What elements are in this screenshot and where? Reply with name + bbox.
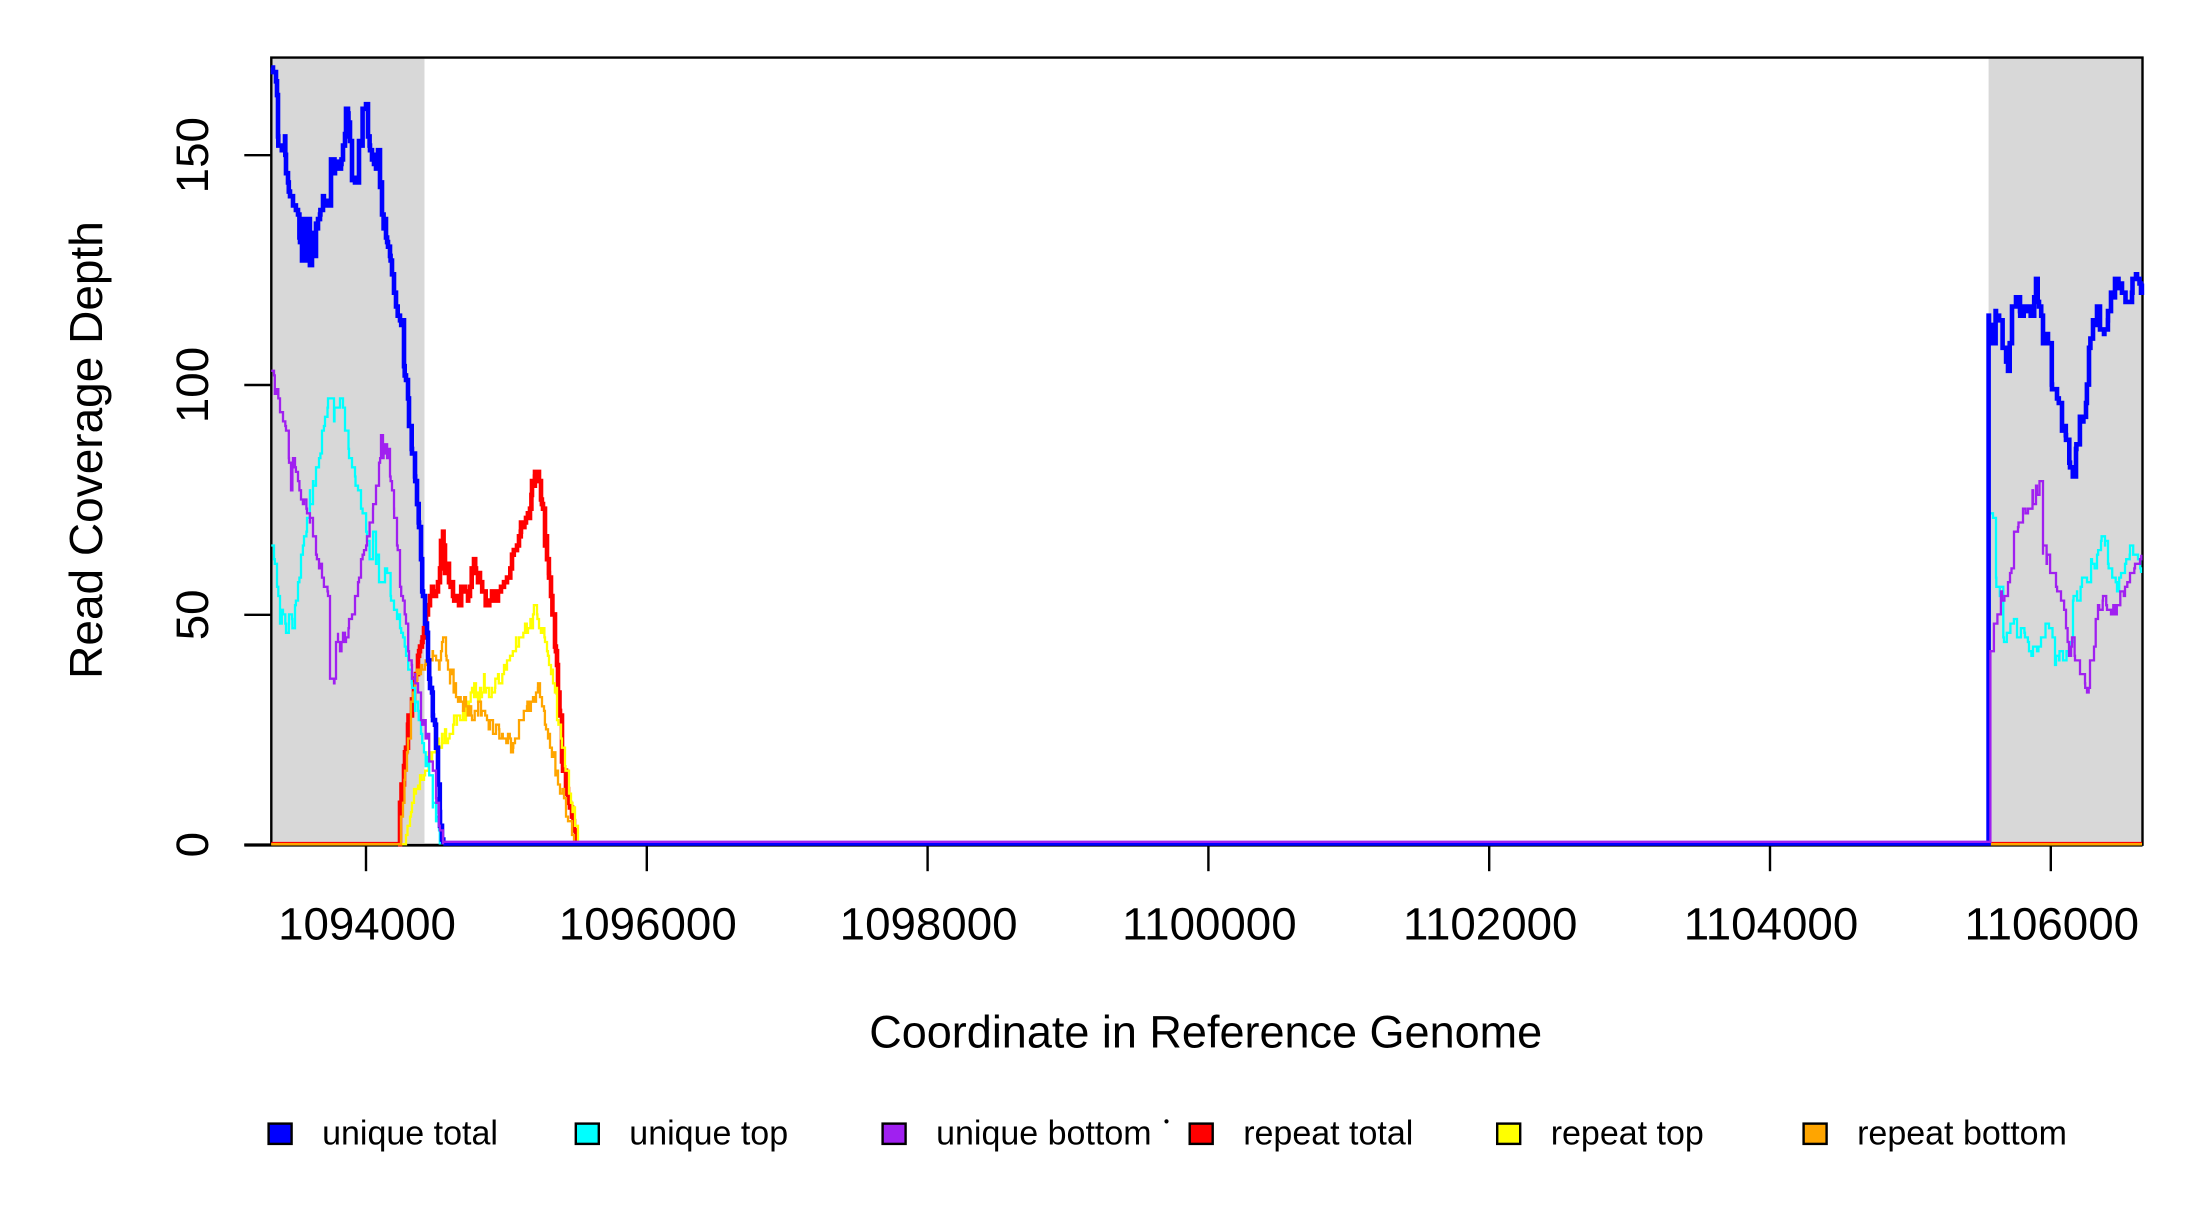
svg-text:1098000: 1098000: [840, 899, 1018, 950]
svg-text:1104000: 1104000: [1684, 899, 1858, 950]
svg-text:1102000: 1102000: [1403, 899, 1577, 950]
svg-text:unique total: unique total: [322, 1114, 498, 1152]
svg-text:50: 50: [167, 589, 218, 640]
svg-text:1100000: 1100000: [1122, 899, 1296, 950]
svg-text:Read Coverage Depth: Read Coverage Depth: [60, 221, 112, 679]
svg-text:repeat top: repeat top: [1551, 1114, 1704, 1152]
svg-text:unique bottom: unique bottom: [936, 1114, 1152, 1152]
svg-text:unique top: unique top: [629, 1114, 788, 1152]
svg-text:1106000: 1106000: [1965, 899, 2139, 950]
svg-text:100: 100: [167, 347, 218, 423]
svg-text:0: 0: [167, 832, 218, 857]
svg-text:1096000: 1096000: [559, 899, 737, 950]
svg-text:150: 150: [167, 117, 218, 193]
svg-text:repeat bottom: repeat bottom: [1857, 1114, 2067, 1152]
svg-text:repeat total: repeat total: [1243, 1114, 1413, 1152]
svg-text:Coordinate in Reference Genome: Coordinate in Reference Genome: [869, 1007, 1542, 1058]
svg-text:1094000: 1094000: [278, 899, 456, 950]
